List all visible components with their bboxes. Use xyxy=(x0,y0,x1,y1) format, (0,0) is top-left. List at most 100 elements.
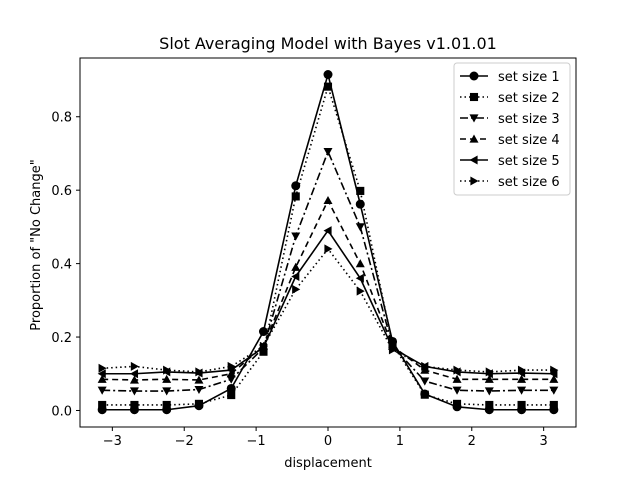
legend-entry: set size 1 xyxy=(460,70,560,85)
data-point xyxy=(420,365,430,374)
series-6 xyxy=(98,244,559,377)
data-point xyxy=(291,232,301,241)
series-layer xyxy=(97,70,559,415)
legend-marker xyxy=(470,176,479,186)
data-point xyxy=(194,385,204,395)
legend-marker xyxy=(469,155,478,165)
data-point xyxy=(517,386,527,395)
data-point xyxy=(323,226,332,236)
data-point xyxy=(259,341,268,351)
data-point xyxy=(97,386,107,395)
x-tick-label: −1 xyxy=(247,434,266,449)
data-point xyxy=(130,400,139,410)
data-point xyxy=(291,271,300,281)
legend: set size 1 set size 2 set size 3 set size 4… xyxy=(453,62,571,196)
y-tick-label: 0.2 xyxy=(51,331,72,346)
data-point xyxy=(420,390,429,399)
data-point xyxy=(129,387,139,396)
data-point xyxy=(97,374,107,383)
legend-entry: set size 5 xyxy=(460,154,560,169)
data-point xyxy=(453,365,462,375)
legend-label: set size 6 xyxy=(498,175,560,190)
legend-label: set size 4 xyxy=(498,133,560,148)
data-point xyxy=(549,374,559,383)
legend-marker xyxy=(469,92,479,102)
legend-label: set size 3 xyxy=(498,112,560,127)
legend-marker xyxy=(469,134,479,143)
data-point xyxy=(388,345,398,355)
data-point xyxy=(517,365,527,375)
data-point xyxy=(452,399,462,408)
data-point xyxy=(291,262,301,271)
x-tick-label: 0 xyxy=(324,434,332,449)
data-point xyxy=(129,375,139,384)
data-point xyxy=(355,259,365,268)
series-line xyxy=(102,149,554,392)
data-point xyxy=(227,391,236,400)
data-point xyxy=(355,199,365,209)
data-point xyxy=(485,400,494,410)
x-axis: −3 −2 −1 0 1 2 3 xyxy=(103,427,548,449)
legend-label: set size 2 xyxy=(498,91,560,106)
x-tick-label: 2 xyxy=(468,434,476,449)
data-point xyxy=(226,383,236,393)
data-point xyxy=(291,192,300,201)
data-point xyxy=(130,361,139,371)
data-point xyxy=(356,186,365,195)
legend-entry: set size 4 xyxy=(460,133,560,148)
data-point xyxy=(517,374,527,383)
y-tick-label: 0.4 xyxy=(51,258,72,273)
data-point xyxy=(98,363,107,373)
data-point xyxy=(258,327,268,337)
x-tick-label: 1 xyxy=(396,434,404,449)
x-tick-label: −2 xyxy=(175,434,194,449)
legend-label: set size 1 xyxy=(498,70,560,85)
data-point xyxy=(355,273,364,283)
data-point xyxy=(162,387,172,396)
data-point xyxy=(485,367,494,377)
data-point xyxy=(324,244,333,254)
data-point xyxy=(195,367,204,377)
legend-label: set size 5 xyxy=(498,154,560,169)
data-point xyxy=(549,400,558,410)
chart-title: Slot Averaging Model with Bayes v1.01.01 xyxy=(159,34,497,53)
data-point xyxy=(550,365,559,375)
legend-marker xyxy=(469,71,479,81)
data-point xyxy=(452,374,462,383)
data-point xyxy=(356,286,365,296)
y-axis: 0.0 0.2 0.4 0.6 0.8 xyxy=(51,111,80,419)
legend-entry: set size 6 xyxy=(460,175,560,190)
legend-marker xyxy=(469,114,479,123)
data-point xyxy=(323,195,333,205)
data-point xyxy=(194,399,204,408)
x-axis-label: displacement xyxy=(284,456,372,471)
y-tick-label: 0.8 xyxy=(51,111,72,126)
data-point xyxy=(484,387,494,396)
data-point xyxy=(452,386,462,395)
data-point xyxy=(97,369,106,379)
data-point xyxy=(517,400,526,410)
legend-box xyxy=(453,62,571,196)
series-line xyxy=(102,83,554,406)
data-point xyxy=(162,400,171,410)
data-point xyxy=(549,386,559,395)
data-point xyxy=(292,284,301,294)
y-tick-label: 0.6 xyxy=(51,184,72,199)
data-point xyxy=(323,148,333,157)
data-point xyxy=(226,375,236,384)
data-point xyxy=(227,361,236,371)
data-point xyxy=(484,374,494,383)
data-point xyxy=(129,369,139,379)
data-point xyxy=(162,374,172,383)
y-axis-label: Proportion of "No Change" xyxy=(29,159,44,330)
x-tick-label: 3 xyxy=(540,434,548,449)
data-point xyxy=(420,377,430,386)
data-point xyxy=(323,82,333,91)
x-tick-label: −3 xyxy=(103,434,122,449)
data-point xyxy=(194,375,204,384)
data-point xyxy=(355,223,365,232)
data-point xyxy=(163,365,172,375)
legend-entry: set size 3 xyxy=(460,112,560,127)
y-tick-label: 0.0 xyxy=(51,404,72,419)
